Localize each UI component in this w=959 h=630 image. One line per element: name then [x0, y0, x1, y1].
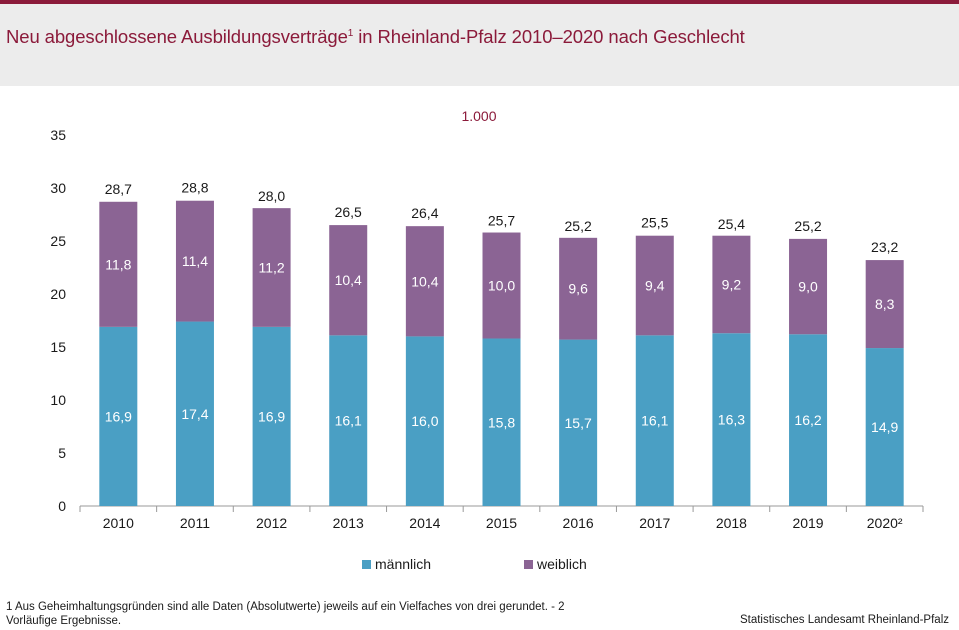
bar-segment-maennlich — [252, 326, 291, 506]
x-tick-label: 2015 — [486, 515, 517, 531]
total-label: 28,0 — [258, 188, 285, 204]
bar-segment-weiblich — [789, 238, 828, 335]
bar-segment-weiblich — [865, 260, 904, 349]
source-credit: Statistisches Landesamt Rheinland-Pfalz — [739, 614, 949, 626]
x-tick-label: 2016 — [563, 515, 594, 531]
legend-item-maennlich: männlich — [362, 556, 431, 572]
data-label-weiblich: 10,4 — [411, 273, 438, 289]
bar-segment-maennlich — [865, 348, 904, 506]
x-tick-label: 2017 — [639, 515, 670, 531]
data-label-weiblich: 10,0 — [488, 278, 515, 294]
x-tick-label: 2020² — [867, 515, 903, 531]
data-label-maennlich: 17,4 — [181, 406, 208, 422]
bar-segment-maennlich — [329, 335, 368, 506]
y-tick-label: 0 — [58, 498, 66, 514]
stacked-bar-chart: 1.000 0 5 10 15 20 25 30 35 16,9 11,8 28,7 2010 17,4 1… — [50, 108, 924, 531]
data-label-weiblich: 10,4 — [335, 272, 362, 288]
bar-segment-weiblich — [405, 226, 444, 337]
total-label: 25,5 — [641, 215, 668, 231]
data-label-weiblich: 9,2 — [722, 276, 742, 292]
legend-swatch-weiblich — [524, 559, 533, 569]
bar-segment-weiblich — [559, 237, 598, 340]
data-label-weiblich: 9,6 — [568, 281, 588, 297]
data-label-maennlich: 16,1 — [335, 413, 362, 429]
top-accent-bar — [0, 0, 959, 4]
data-label-weiblich: 11,4 — [182, 253, 208, 269]
total-label: 25,2 — [794, 218, 821, 234]
x-tick-label: 2013 — [333, 515, 364, 531]
bar-segment-weiblich — [329, 225, 368, 336]
total-label: 25,2 — [565, 218, 592, 234]
bar-segment-weiblich — [712, 235, 751, 334]
bar-segment-weiblich — [175, 200, 214, 322]
title-main: Neu abgeschlossene Ausbildungsverträge — [6, 26, 348, 47]
x-tick-label: 2012 — [256, 515, 287, 531]
bar-segment-maennlich — [712, 333, 751, 506]
bar-segment-weiblich — [99, 201, 138, 327]
data-label-maennlich: 15,8 — [488, 414, 515, 430]
legend-item-weiblich: weiblich — [524, 556, 587, 572]
bar-segment-maennlich — [175, 321, 214, 506]
chart-legend: männlich weiblich — [0, 556, 959, 576]
x-tick-label: 2011 — [180, 515, 210, 531]
data-label-weiblich: 11,8 — [105, 256, 131, 272]
y-tick-label: 25 — [50, 233, 66, 249]
data-label-weiblich: 9,4 — [645, 278, 665, 294]
y-tick-label: 10 — [50, 392, 66, 408]
x-tick-label: 2018 — [716, 515, 747, 531]
bar-segment-maennlich — [635, 335, 674, 506]
title-footnote-mark: 1 — [347, 28, 354, 39]
bar-segment-maennlich — [789, 334, 828, 506]
data-label-maennlich: 15,7 — [565, 415, 592, 431]
bar-segment-maennlich — [482, 338, 521, 506]
data-label-weiblich: 11,2 — [258, 260, 284, 276]
total-label: 23,2 — [871, 239, 898, 255]
y-tick-label: 30 — [50, 180, 66, 196]
data-label-maennlich: 16,1 — [641, 413, 668, 429]
page-title: Neu abgeschlossene Ausbildungsverträge1 … — [6, 26, 745, 48]
data-label-maennlich: 16,9 — [258, 408, 285, 424]
bar-segment-maennlich — [559, 339, 598, 506]
data-label-maennlich: 16,0 — [411, 413, 438, 429]
legend-label-maennlich: männlich — [375, 556, 432, 572]
y-tick-label: 35 — [50, 127, 66, 143]
total-label: 28,8 — [181, 180, 208, 196]
bar-segment-maennlich — [405, 336, 444, 506]
footnote: 1 Aus Geheimhaltungsgründen sind alle Da… — [6, 601, 565, 627]
data-label-maennlich: 16,9 — [105, 408, 132, 424]
bar-segment-weiblich — [635, 235, 674, 336]
bar-segment-maennlich — [99, 326, 138, 506]
y-tick-label: 15 — [50, 339, 66, 355]
title-rest: in Rheinland-Pfalz 2010–2020 nach Geschl… — [353, 26, 745, 47]
data-label-maennlich: 16,2 — [794, 412, 821, 428]
total-label: 25,7 — [488, 213, 515, 229]
bar-segment-weiblich — [482, 232, 521, 339]
legend-label-weiblich: weiblich — [537, 556, 587, 572]
total-label: 26,4 — [411, 205, 438, 221]
data-label-maennlich: 14,9 — [871, 419, 898, 435]
total-label: 25,4 — [718, 216, 745, 232]
x-tick-label: 2019 — [792, 515, 823, 531]
y-tick-label: 5 — [58, 445, 66, 461]
bar-segment-weiblich — [252, 208, 291, 327]
data-label-weiblich: 9,0 — [798, 279, 818, 295]
unit-label: 1.000 — [461, 108, 496, 124]
data-label-maennlich: 16,3 — [718, 412, 745, 428]
total-label: 26,5 — [335, 204, 362, 220]
x-tick-label: 2010 — [103, 515, 134, 531]
total-label: 28,7 — [105, 181, 132, 197]
data-label-weiblich: 8,3 — [875, 296, 895, 312]
chart-panel: 1.000 0 5 10 15 20 25 30 35 16,9 11,8 28,7 2010 17,4 1… — [0, 86, 959, 630]
legend-swatch-maennlich — [362, 559, 371, 569]
x-tick-label: 2014 — [409, 515, 440, 531]
y-tick-label: 20 — [50, 286, 66, 302]
